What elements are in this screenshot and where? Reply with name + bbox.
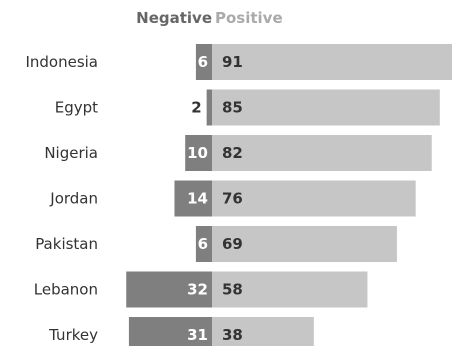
value-negative-lebanon: 32	[187, 281, 208, 299]
category-label-lebanon: Lebanon	[34, 281, 98, 299]
value-positive-lebanon: 58	[222, 281, 243, 299]
value-positive-jordan: 76	[222, 190, 243, 208]
bar-negative-turkey	[128, 317, 212, 346]
value-positive-turkey: 38	[222, 326, 243, 344]
bar-positive-pakistan	[212, 226, 397, 262]
category-label-egypt: Egypt	[55, 99, 98, 117]
category-label-nigeria: Nigeria	[44, 144, 98, 162]
category-label-indonesia: Indonesia	[25, 53, 98, 71]
bar-negative-pakistan	[195, 226, 212, 262]
value-positive-egypt: 85	[222, 99, 243, 117]
bar-positive-egypt	[212, 89, 440, 126]
value-negative-pakistan: 6	[198, 235, 208, 253]
legend-positive: Positive	[215, 9, 283, 27]
value-negative-nigeria: 10	[187, 144, 208, 162]
chart-rows: Indonesia 6 91 Egypt 2 85 Nigeria 10 82 Jordan 14 7…	[25, 44, 452, 346]
bar-negative-lebanon	[126, 271, 212, 308]
bar-positive-turkey	[212, 317, 314, 346]
bar-negative-egypt	[206, 89, 212, 126]
category-label-pakistan: Pakistan	[35, 235, 98, 253]
bar-positive-indonesia	[212, 44, 452, 80]
value-negative-indonesia: 6	[198, 53, 208, 71]
category-label-turkey: Turkey	[48, 326, 98, 344]
legend-negative: Negative	[136, 9, 212, 27]
bar-negative-indonesia	[195, 44, 212, 80]
bar-positive-lebanon	[212, 271, 368, 308]
value-positive-pakistan: 69	[222, 235, 243, 253]
value-negative-egypt: 2	[191, 99, 201, 117]
bar-negative-nigeria	[185, 135, 212, 171]
bar-positive-nigeria	[212, 135, 432, 171]
category-label-jordan: Jordan	[49, 190, 98, 208]
value-positive-nigeria: 82	[222, 144, 243, 162]
value-negative-turkey: 31	[187, 326, 208, 344]
bar-positive-jordan	[212, 180, 416, 217]
value-positive-indonesia: 91	[222, 53, 243, 71]
value-negative-jordan: 14	[187, 190, 208, 208]
bar-negative-jordan	[174, 180, 212, 217]
